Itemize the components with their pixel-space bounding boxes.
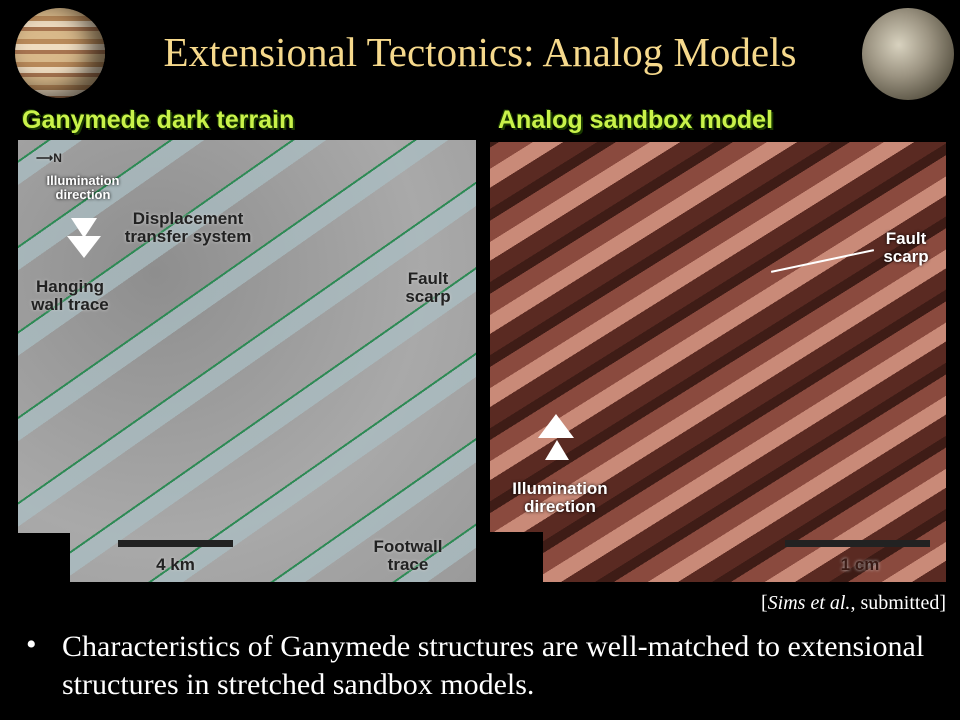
illumination-label: Illumination direction [512,479,608,516]
footwall-label: Footwall trace [373,537,443,574]
ganymede-image [862,8,954,100]
image-notch [18,533,70,582]
citation: [Sims et al., submitted] [760,592,946,614]
slide-title: Extensional Tectonics: Analog Models [163,29,797,75]
illumination-arrow-icon [67,236,101,258]
fault-scarp-arrow-icon [770,249,875,273]
bullet-text: Characteristics of Ganymede structures a… [62,630,925,701]
scale-label: 1 cm [840,555,880,574]
bullet-marker: • [26,628,37,661]
right-panel-heading: Analog sandbox model [498,106,774,134]
north-arrow: ⟶N [36,151,62,165]
jupiter-image [15,8,105,98]
sandbox-model-image: Fault scarp Illumination direction 1 cm [490,142,946,582]
illumination-arrow-icon [538,414,574,438]
image-notch [490,532,543,582]
scale-bar [785,540,930,547]
hanging-wall-label: Hanging wall trace [31,277,109,314]
fault-scarp-label: Fault scarp [405,269,451,306]
ganymede-terrain-image: ⟶N Illumination direction Displacement t… [18,140,476,582]
illumination-arrow-icon [71,218,97,238]
illumination-label: Illumination direction [46,173,120,202]
displacement-label: Displacement transfer system [124,209,252,246]
scale-bar [118,540,233,547]
illumination-arrow-icon [545,440,569,460]
scale-label: 4 km [156,555,195,574]
fault-scarp-label: Fault scarp [883,229,929,266]
left-panel-heading: Ganymede dark terrain [22,106,295,134]
